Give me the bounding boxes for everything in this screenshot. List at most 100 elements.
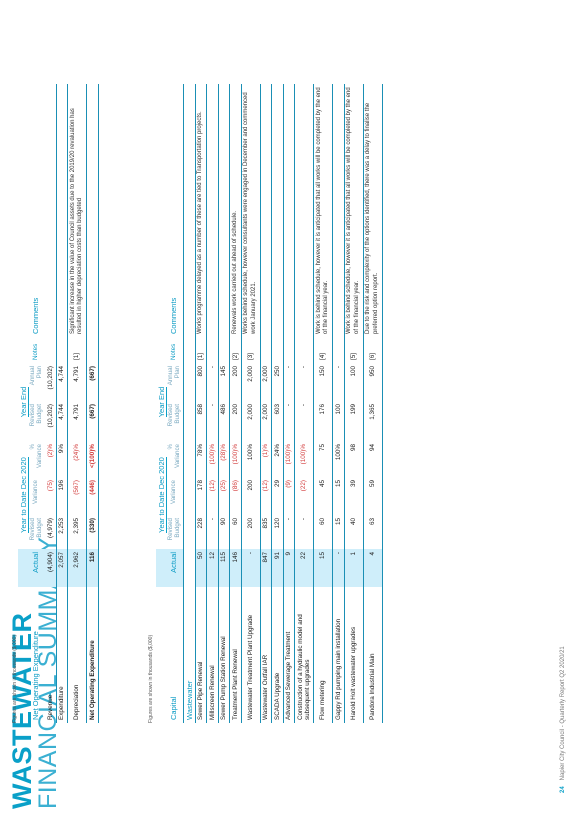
capital.rows-row: Millscreen Renewal 12- (12) (100)% - -	[206, 84, 219, 723]
actual-cell: -	[332, 549, 345, 587]
capital-col-notes: Notes	[170, 343, 178, 360]
total-annual-cell: (667)	[86, 363, 99, 401]
row-label: Harold Holt wastewater upgrades	[344, 587, 364, 723]
pct-variance-cell: (100)%	[294, 441, 314, 477]
actual-cell: 1	[344, 549, 364, 587]
pct-variance-cell: 100%	[332, 441, 345, 477]
opex-col-annual: Annual Plan	[29, 366, 43, 386]
ye-budget-cell: 486	[218, 401, 230, 441]
annual-plan-cell: 800	[195, 363, 207, 401]
actual-cell: 12	[206, 549, 219, 587]
capital-col-comments: Comments	[169, 297, 179, 334]
capital-ye-header: Year End	[156, 386, 167, 418]
capital.rows-row: Pandora Industrial Main 4 63 59 94 1,365 950 [6…	[363, 84, 383, 723]
notes-cell: [5]	[344, 337, 364, 363]
budget-cell: 228	[195, 515, 207, 549]
opex-table: Year to Date Dec 2020 Year End Net Opera…	[18, 84, 99, 723]
comment-cell	[332, 84, 345, 337]
budget-cell: 60	[229, 515, 242, 549]
annual-plan-cell: -	[283, 363, 295, 401]
capital.rows-row: Sewer Pipe Renewal 50 228 178 78% 858 800 [1] Wo…	[195, 84, 207, 723]
total-ye_rev-cell: (667)	[86, 401, 99, 441]
annual-plan-cell: 150	[313, 363, 333, 401]
capital-col-pct: % Variance	[167, 444, 181, 468]
notes-cell	[218, 337, 230, 363]
actual-cell: 2,057	[56, 549, 68, 587]
row-label: Wastewater Treatment Plant Upgrade	[241, 587, 261, 723]
actual-cell: 50	[195, 549, 207, 587]
variance-cell: 196	[56, 477, 68, 515]
variance-cell: 200	[241, 477, 261, 515]
variance-cell: (25)	[218, 477, 230, 515]
budget-cell: (4,979)	[45, 515, 57, 549]
capital.rows-row: Treatment Plant Renewal 146 60 (86) (100)% 20…	[229, 84, 242, 723]
notes-cell: [4]	[313, 337, 333, 363]
total-pct-cell: <(100)%	[86, 441, 99, 477]
opex-col-variance: Variance	[32, 480, 40, 504]
actual-cell: 847	[260, 549, 272, 587]
total-variance-cell: (446)	[86, 477, 99, 515]
opex-col-comments: Comments	[31, 297, 41, 334]
pct-variance-cell: (100)%	[229, 441, 242, 477]
opex-total-row: Net Operating Expenditure 116 (330) (446) <(…	[86, 84, 99, 723]
annual-plan-cell: 950	[363, 363, 383, 401]
annual-plan-cell: 2,000	[260, 363, 272, 401]
row-label: Expenditure	[56, 587, 68, 723]
pct-variance-cell: 24%	[271, 441, 284, 477]
actual-cell: -	[241, 549, 261, 587]
opex-section-header: Net Operating Expenditure	[31, 631, 41, 720]
capital.rows-row: SCADA Upgrade 91 120 29 24% 603 250	[271, 84, 284, 723]
capital.rows-row: Flow metering 15 60 45 75 176 150 [4] Work is be…	[313, 84, 333, 723]
capital-section-header: Capital	[169, 696, 179, 720]
notes-cell: [3]	[241, 337, 261, 363]
comment-cell	[206, 84, 219, 337]
budget-cell: 2,395	[67, 515, 87, 549]
annual-plan-cell: -	[332, 363, 345, 401]
opex-col-actual: Actual	[28, 549, 46, 587]
comment-cell	[271, 84, 284, 337]
notes-cell	[206, 337, 219, 363]
ye-budget-cell: 2,000	[241, 401, 261, 441]
page-footer: 24 Napier City Council - Quarterly Report…	[560, 646, 566, 793]
capital.rows-row: Wastewater Treatment Plant Upgrade -200 20…	[241, 84, 261, 723]
row-label: SCADA Upgrade	[271, 587, 284, 723]
variance-cell: (75)	[45, 477, 57, 515]
capital-col-ye-budget: Revised Budget	[167, 404, 181, 427]
annual-plan-cell: -	[294, 363, 314, 401]
annual-plan-cell: 4,791	[67, 363, 87, 401]
notes-cell	[260, 337, 272, 363]
row-label: Treatment Plant Renewal	[229, 587, 242, 723]
variance-cell: 45	[313, 477, 333, 515]
annual-plan-cell: 200	[229, 363, 242, 401]
actual-cell: 4	[363, 549, 383, 587]
pct-variance-cell: (100)%	[283, 441, 295, 477]
pct-variance-cell: 9%	[56, 441, 68, 477]
annual-plan-cell: 250	[271, 363, 284, 401]
notes-cell	[45, 337, 57, 363]
comment-cell	[260, 84, 272, 337]
opex-ye-header: Year End	[18, 386, 29, 418]
pct-variance-cell: 75	[313, 441, 333, 477]
notes-cell	[294, 337, 314, 363]
ye-budget-cell: (10,202)	[45, 401, 57, 441]
capital.rows-row: Wastewater Outfall IAR 847 835 (12) (1)% 2,00…	[260, 84, 272, 723]
annual-plan-cell: 100	[344, 363, 364, 401]
variance-cell: (12)	[206, 477, 219, 515]
comment-cell	[45, 84, 57, 337]
variance-cell: 39	[344, 477, 364, 515]
row-label: Flow metering	[313, 587, 333, 723]
comment-cell: Works programme delayed as a number of t…	[195, 84, 207, 337]
budget-cell: 40	[344, 515, 364, 549]
pct-variance-cell: 98	[344, 441, 364, 477]
annual-plan-cell: (10,202)	[45, 363, 57, 401]
row-label: Construction of a hydraulic model and su…	[294, 587, 314, 723]
comment-cell: Work is behind schedule, however it is a…	[344, 84, 364, 337]
variance-cell: 29	[271, 477, 284, 515]
budget-cell: 835	[260, 515, 272, 549]
capital.rows-row: Construction of a hydraulic model and su…	[294, 84, 314, 723]
ye-budget-cell: 200	[229, 401, 242, 441]
budget-cell: 15	[332, 515, 345, 549]
budget-cell: -	[206, 515, 219, 549]
comment-cell	[56, 84, 68, 337]
